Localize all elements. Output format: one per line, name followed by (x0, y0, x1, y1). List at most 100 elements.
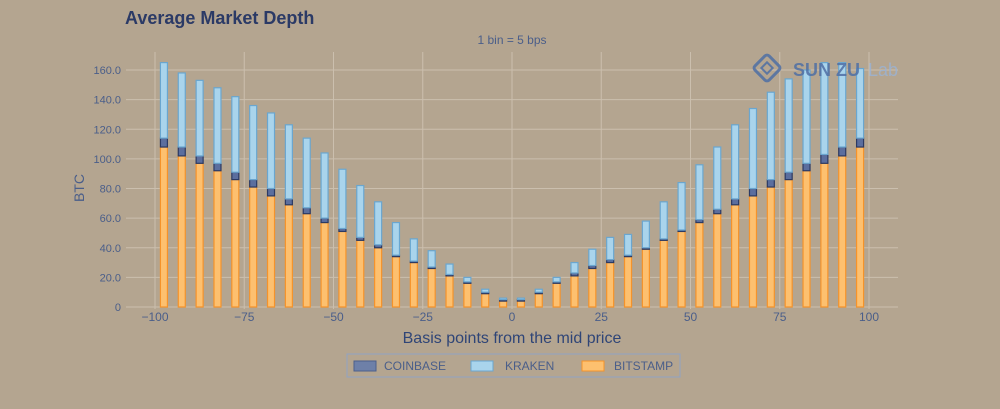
bitstamp-bar (641, 248, 650, 308)
bitstamp-bar (838, 155, 847, 308)
chart-title: Average Market Depth (125, 8, 314, 28)
bitstamp-bar (552, 282, 561, 308)
x-tick-label: 25 (595, 310, 609, 324)
y-tick-label: 20.0 (100, 272, 121, 284)
watermark-text-main: SUN ZU (793, 60, 860, 80)
coinbase-bar (784, 171, 793, 181)
coinbase-bar (159, 137, 169, 148)
kraken-bar (356, 184, 365, 238)
y-tick-label: 40.0 (100, 243, 121, 255)
x-tick-label: 50 (684, 310, 698, 324)
kraken-bar (623, 233, 633, 256)
bitstamp-bar (195, 162, 204, 308)
kraken-bar (766, 91, 775, 181)
kraken-bar (463, 276, 472, 283)
bitstamp-bar (266, 195, 276, 308)
legend-item-bitstamp[interactable]: BITSTAMP (581, 359, 673, 373)
coinbase-bar (266, 187, 276, 197)
legend-label-coinbase: COINBASE (384, 359, 446, 373)
bitstamp-bar (766, 186, 775, 308)
kraken-bar (338, 168, 347, 230)
coinbase-bar (748, 187, 758, 197)
legend-label-kraken: KRAKEN (505, 359, 554, 373)
bitstamp-bar (481, 293, 490, 308)
bitstamp-bar (784, 179, 793, 308)
bitstamp-bar (659, 239, 668, 308)
bitstamp-bar (338, 230, 347, 308)
kraken-bar (695, 164, 704, 221)
kraken-bar (534, 288, 543, 293)
kraken-bar (481, 288, 490, 293)
grid-lines (126, 52, 898, 309)
bitstamp-bar (302, 213, 311, 308)
bitstamp-bar (731, 204, 740, 308)
kraken-bar (249, 104, 258, 181)
kraken-bar (552, 276, 561, 283)
kraken-bar (320, 152, 329, 219)
kraken-bar (498, 297, 508, 301)
x-tick-label: −25 (413, 310, 434, 324)
x-tick-label: −50 (323, 310, 344, 324)
coinbase-bar (713, 208, 722, 215)
kraken-bar (659, 201, 668, 240)
x-tick-label: −100 (141, 310, 168, 324)
kraken-bar (213, 87, 222, 164)
watermark-text-lab: Lab (868, 60, 898, 80)
coinbase-bar (855, 137, 865, 148)
svg-text:SUN ZU Lab: SUN ZU Lab (793, 60, 898, 80)
bitstamp-bar (623, 256, 633, 308)
bitstamp-bar (498, 300, 508, 308)
kraken-bar (820, 61, 829, 156)
bitstamp-bar (356, 239, 365, 308)
legend-item-coinbase[interactable]: COINBASE (353, 359, 446, 373)
kraken-bar (374, 201, 383, 246)
kraken-bar (266, 112, 276, 190)
bitstamp-bar (677, 230, 686, 308)
kraken-bar (784, 78, 793, 173)
coinbase-bar (766, 179, 775, 188)
coinbase-bar (177, 146, 186, 157)
bitstamp-bar (820, 162, 829, 308)
kraken-bar (748, 107, 758, 190)
coinbase-bar (231, 171, 240, 181)
coinbase-bar (838, 146, 847, 157)
bitstamp-bar (249, 186, 258, 308)
bitstamp-bar (463, 282, 472, 308)
y-tick-label: 120.0 (93, 124, 121, 136)
bitstamp-bar (391, 256, 401, 308)
bitstamp-bar (213, 170, 222, 308)
legend: COINBASE KRAKEN BITSTAMP (346, 353, 681, 378)
bars-group (159, 61, 865, 308)
coinbase-bar (213, 162, 222, 172)
y-tick-label: 80.0 (100, 184, 121, 196)
x-tick-label: 75 (773, 310, 787, 324)
bitstamp-bar (855, 146, 865, 308)
coinbase-bar (731, 198, 740, 206)
bitstamp-bar (231, 179, 240, 308)
kraken-bar (838, 61, 847, 148)
coinbase-bar (320, 217, 329, 224)
coinbase-bar (820, 153, 829, 164)
y-axis-label: BTC (71, 174, 87, 202)
y-tick-label: 100.0 (93, 154, 121, 166)
kraken-bar (177, 72, 186, 148)
bitstamp-bar (570, 275, 579, 308)
kraken-bar (588, 248, 597, 267)
kraken-bar (802, 69, 811, 164)
legend-box (346, 353, 681, 378)
bitstamp-bar (534, 293, 543, 308)
x-tick-label: −75 (234, 310, 255, 324)
bitstamp-bar (320, 221, 329, 308)
kraken-bar (677, 181, 686, 231)
coinbase-bar (195, 155, 204, 164)
y-axis: 0 20.0 40.0 60.0 80.0 100.0 120.0 140.0 160.0 (93, 65, 121, 314)
y-tick-label: 140.0 (93, 95, 121, 107)
legend-item-kraken[interactable]: KRAKEN (470, 359, 554, 373)
bitstamp-bar (159, 146, 169, 308)
bitstamp-bar (748, 195, 758, 308)
kraken-bar (284, 124, 293, 200)
coinbase-bar (284, 198, 293, 206)
kraken-bar (427, 250, 436, 268)
kraken-bar (409, 238, 418, 262)
